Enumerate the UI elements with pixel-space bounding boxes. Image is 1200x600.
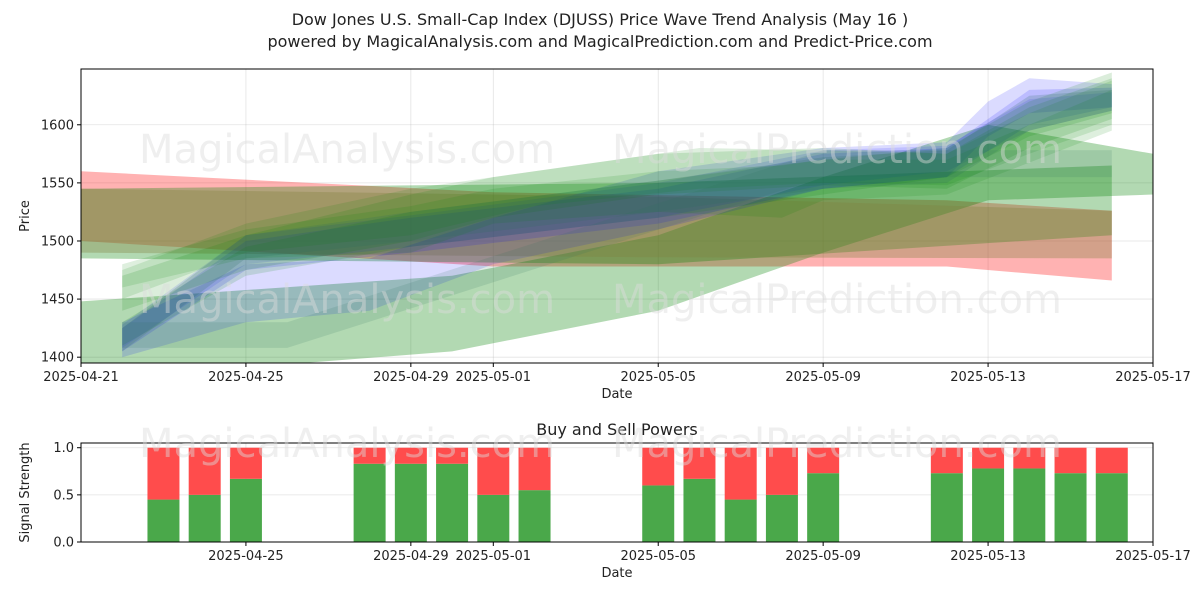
signal-x-tick-label: 2025-05-05 bbox=[620, 549, 696, 564]
watermark-text: MagicalAnalysis.com bbox=[139, 421, 555, 467]
price-wave-band bbox=[81, 188, 1112, 259]
buy-power-bar bbox=[147, 499, 180, 542]
sell-power-bar bbox=[724, 447, 757, 500]
sell-power-bar bbox=[807, 447, 840, 474]
watermark-text: MagicalPrediction.com bbox=[612, 277, 1062, 323]
price-x-tick-label: 2025-05-09 bbox=[785, 370, 861, 385]
price-x-tick-label: 2025-04-25 bbox=[208, 370, 284, 385]
signal-x-tick-label: 2025-05-01 bbox=[456, 549, 532, 564]
price-axes-frame bbox=[80, 68, 1154, 364]
signal-axes-frame bbox=[80, 442, 1154, 543]
price-y-tick-label: 1400 bbox=[41, 351, 74, 366]
price-wave-band bbox=[81, 171, 1112, 281]
signal-y-tick-label: 1.0 bbox=[53, 441, 74, 456]
buy-power-bar bbox=[477, 494, 510, 542]
watermark-text: MagicalAnalysis.com bbox=[139, 277, 555, 323]
buy-power-bar bbox=[1013, 468, 1046, 542]
price-wave-band bbox=[122, 72, 1112, 346]
price-x-tick-label: 2025-05-05 bbox=[620, 370, 696, 385]
sell-power-bar bbox=[353, 447, 386, 464]
buy-power-bar bbox=[1054, 473, 1087, 542]
sell-power-bar bbox=[147, 447, 180, 500]
price-x-axis-label: Date bbox=[601, 387, 632, 402]
signal-y-tick-label: 0.0 bbox=[53, 536, 74, 551]
price-x-tick-label: 2025-04-29 bbox=[373, 370, 449, 385]
signal-x-axis-label: Date bbox=[601, 566, 632, 581]
buy-power-bar bbox=[394, 463, 427, 542]
sell-power-bar bbox=[394, 447, 427, 464]
buy-power-bar bbox=[807, 473, 840, 542]
price-wave-band bbox=[81, 124, 1153, 363]
sell-power-bar bbox=[1013, 447, 1046, 469]
sell-power-bar bbox=[436, 447, 469, 464]
signal-y-axis-label: Signal Strength bbox=[18, 442, 33, 542]
buy-power-bar bbox=[765, 494, 798, 542]
price-y-tick-label: 1550 bbox=[41, 176, 74, 191]
sell-power-bar bbox=[477, 447, 510, 495]
price-y-tick-label: 1450 bbox=[41, 293, 74, 308]
sell-power-bar bbox=[1095, 447, 1128, 474]
price-wave-band bbox=[122, 78, 1112, 311]
price-wave-band bbox=[122, 89, 1112, 352]
sell-power-bar bbox=[765, 447, 798, 495]
price-y-tick-label: 1500 bbox=[41, 234, 74, 249]
sell-power-bar bbox=[642, 447, 675, 486]
price-bands bbox=[81, 72, 1153, 363]
price-wave-band bbox=[122, 92, 1112, 348]
price-wave-band bbox=[122, 80, 1112, 300]
price-x-tick-label: 2025-05-01 bbox=[456, 370, 532, 385]
signal-x-tick-label: 2025-05-17 bbox=[1115, 549, 1191, 564]
chart-subtitle: powered by MagicalAnalysis.com and Magic… bbox=[267, 32, 933, 51]
buy-power-bar bbox=[642, 485, 675, 542]
buy-power-bar bbox=[353, 463, 386, 542]
sell-power-bar bbox=[188, 447, 221, 495]
signal-x-tick-label: 2025-05-13 bbox=[950, 549, 1026, 564]
price-x-tick-label: 2025-05-17 bbox=[1115, 370, 1191, 385]
sell-power-bar bbox=[683, 447, 716, 479]
watermark-text: MagicalPrediction.com bbox=[612, 127, 1062, 173]
sell-power-bar bbox=[518, 447, 551, 491]
buy-power-bar bbox=[683, 478, 716, 542]
watermark-text: MagicalPrediction.com bbox=[612, 421, 1062, 467]
buy-power-bar bbox=[229, 478, 262, 542]
buy-power-bar bbox=[930, 473, 963, 542]
price-wave-band bbox=[122, 150, 1112, 348]
sell-power-bar bbox=[930, 447, 963, 474]
sell-power-bar bbox=[1054, 447, 1087, 474]
sell-power-bar bbox=[972, 447, 1005, 469]
price-wave-band bbox=[81, 165, 1112, 265]
signal-y-tick-label: 0.5 bbox=[53, 488, 74, 503]
price-wave-band bbox=[122, 78, 1112, 358]
signal-chart-title: Buy and Sell Powers bbox=[536, 420, 698, 439]
chart-title: Dow Jones U.S. Small-Cap Index (DJUSS) P… bbox=[291, 10, 909, 29]
price-x-tick-label: 2025-04-21 bbox=[43, 370, 119, 385]
price-y-tick-label: 1600 bbox=[41, 118, 74, 133]
buy-power-bar bbox=[188, 494, 221, 542]
buy-power-bar bbox=[724, 499, 757, 542]
signal-x-tick-label: 2025-05-09 bbox=[785, 549, 861, 564]
price-wave-band bbox=[122, 87, 1112, 352]
price-x-tick-label: 2025-05-13 bbox=[950, 370, 1026, 385]
price-y-axis-label: Price bbox=[18, 200, 33, 232]
sell-power-bar bbox=[229, 447, 262, 479]
signal-x-tick-label: 2025-04-29 bbox=[373, 549, 449, 564]
watermark-text: MagicalAnalysis.com bbox=[139, 127, 555, 173]
signal-x-tick-label: 2025-04-25 bbox=[208, 549, 284, 564]
price-wave-band bbox=[122, 89, 1112, 288]
buy-power-bar bbox=[1095, 473, 1128, 542]
buy-power-bar bbox=[518, 490, 551, 542]
buy-power-bar bbox=[972, 468, 1005, 542]
buy-power-bar bbox=[436, 463, 469, 542]
